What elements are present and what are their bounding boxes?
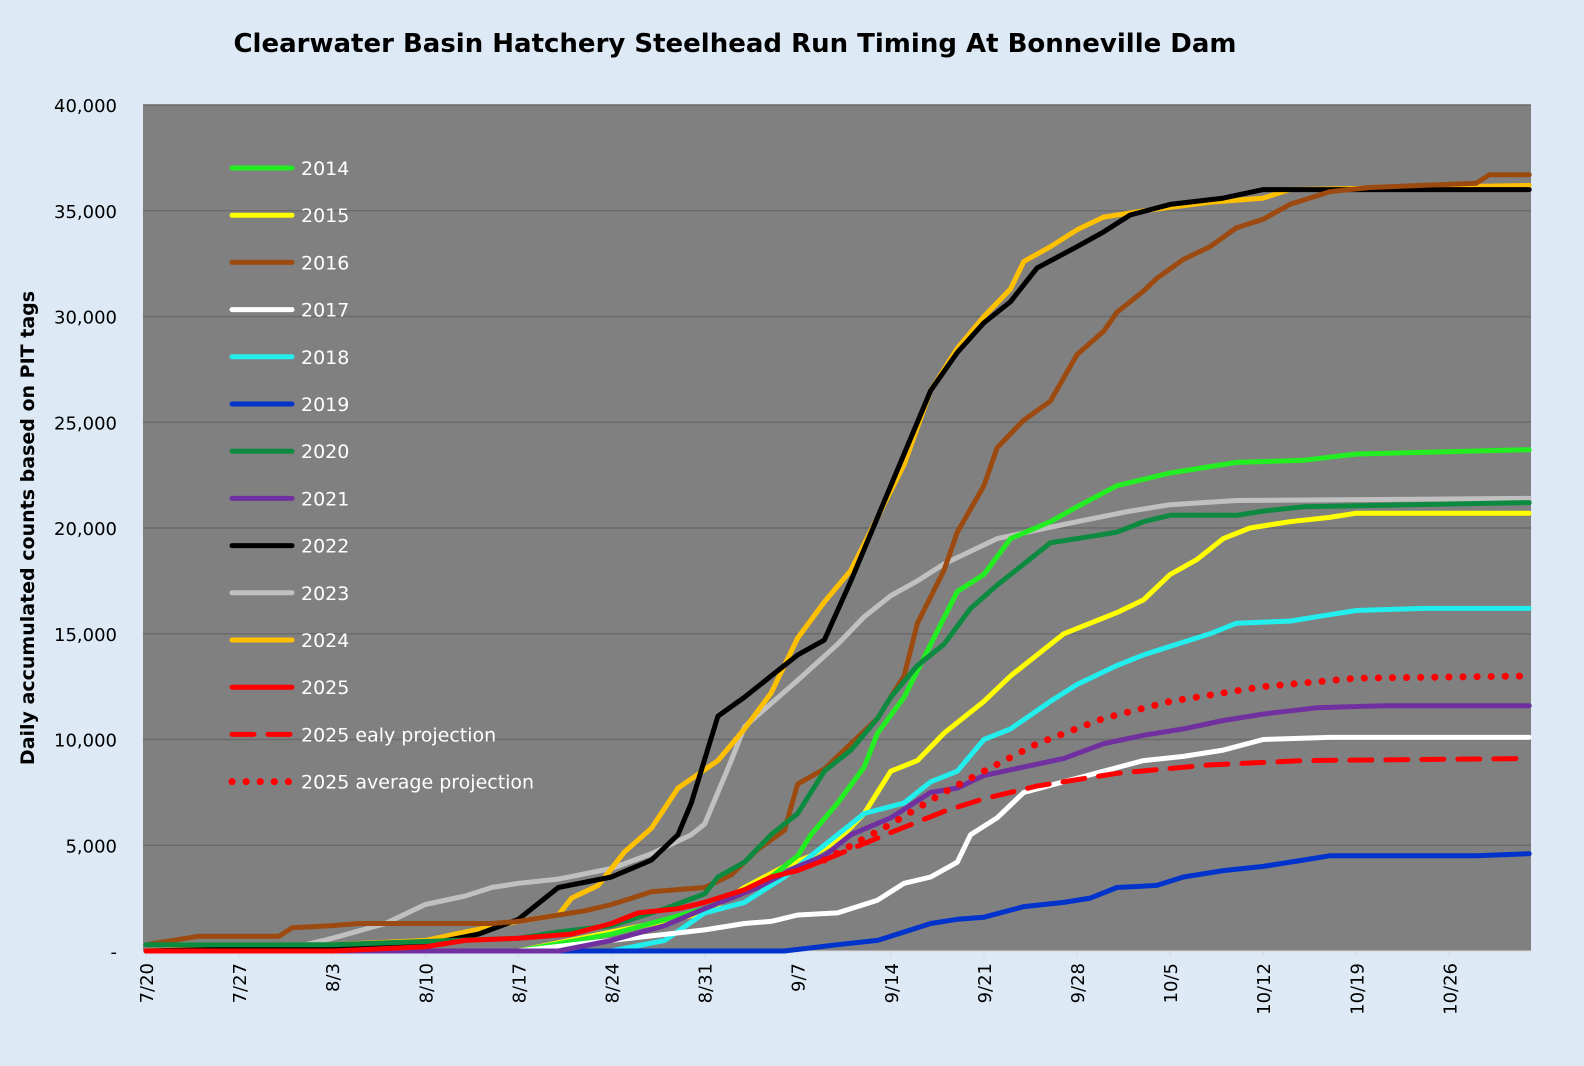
legend-label: 2014: [301, 158, 349, 180]
x-tick-label: 10/12: [1254, 963, 1275, 1015]
y-tick-label: 30,000: [54, 308, 117, 329]
series-line-2016: [143, 172, 1532, 948]
y-tick-label: 25,000: [54, 413, 117, 434]
legend: 2014 2015 2016 2017 2018 2019 2020 2021 2022 2023…: [228, 158, 534, 794]
legend-label: 2019: [301, 394, 349, 416]
x-tick-label: 10/5: [1161, 963, 1182, 1003]
y-tick-label: 15,000: [54, 625, 117, 646]
x-tick-label: 8/10: [416, 963, 437, 1003]
x-tick-label: 10/19: [1347, 963, 1368, 1015]
legend-label: 2022: [301, 536, 349, 558]
legend-label: 2023: [301, 583, 349, 605]
series-line-2025: [143, 857, 827, 954]
y-tick-label: 35,000: [54, 202, 117, 223]
x-tick-label: 7/27: [230, 963, 251, 1003]
x-tick-label: 10/26: [1440, 963, 1461, 1015]
series-line-2023: [143, 495, 1532, 948]
series-line-2018: [143, 605, 1532, 954]
x-tick-label: 9/28: [1068, 963, 1089, 1003]
legend-label: 2015: [301, 205, 349, 227]
series-line-2022: [143, 187, 1532, 954]
legend-label: 2025: [301, 677, 349, 699]
legend-label: 2018: [301, 347, 349, 369]
legend-label: 2020: [301, 441, 349, 463]
series-line-2021: [143, 703, 1532, 954]
y-tick-label: 10,000: [54, 731, 117, 752]
x-tick-label: 8/24: [603, 963, 624, 1003]
y-tick-label: 40,000: [54, 96, 117, 117]
y-tick-label: 5,000: [65, 836, 117, 857]
legend-label: 2024: [301, 630, 349, 652]
x-tick-label: 9/14: [882, 963, 903, 1003]
legend-label: 2025 ealy projection: [301, 724, 496, 746]
series-line-2019: [143, 851, 1532, 954]
legend-label: 2025 average projection: [301, 772, 534, 794]
chart-title: Clearwater Basin Hatchery Steelhead Run …: [233, 29, 1236, 59]
series-line-2017: [143, 734, 1532, 954]
x-tick-label: 8/31: [696, 963, 717, 1003]
legend-label: 2017: [301, 300, 349, 322]
x-tick-label: 7/20: [137, 963, 158, 1003]
legend-label: 2016: [301, 252, 349, 274]
series-lines: [143, 172, 1533, 954]
legend-label: 2021: [301, 488, 349, 510]
series-line-2015: [143, 510, 1532, 954]
y-tick-label: 20,000: [54, 519, 117, 540]
x-tick-label: 9/21: [975, 963, 996, 1003]
series-line-2025-average-projection: [820, 672, 1533, 864]
series-line-2025-ealy-projection: [821, 756, 1532, 863]
x-tick-label: 8/17: [509, 963, 530, 1003]
x-axis-ticks: 7/20 7/27 8/3 8/10 8/17 8/24 8/31 9/7 9/14 9/21 9/…: [137, 951, 1461, 1015]
y-tick-label: -: [111, 942, 118, 963]
x-tick-label: 8/3: [323, 963, 344, 992]
y-axis-ticks: - 5,000 10,000 15,000 20,000 25,000 30,000 35,0…: [54, 96, 117, 963]
y-axis-label: Daily accumulated counts based on PIT ta…: [17, 291, 39, 765]
x-tick-label: 9/7: [789, 963, 810, 992]
